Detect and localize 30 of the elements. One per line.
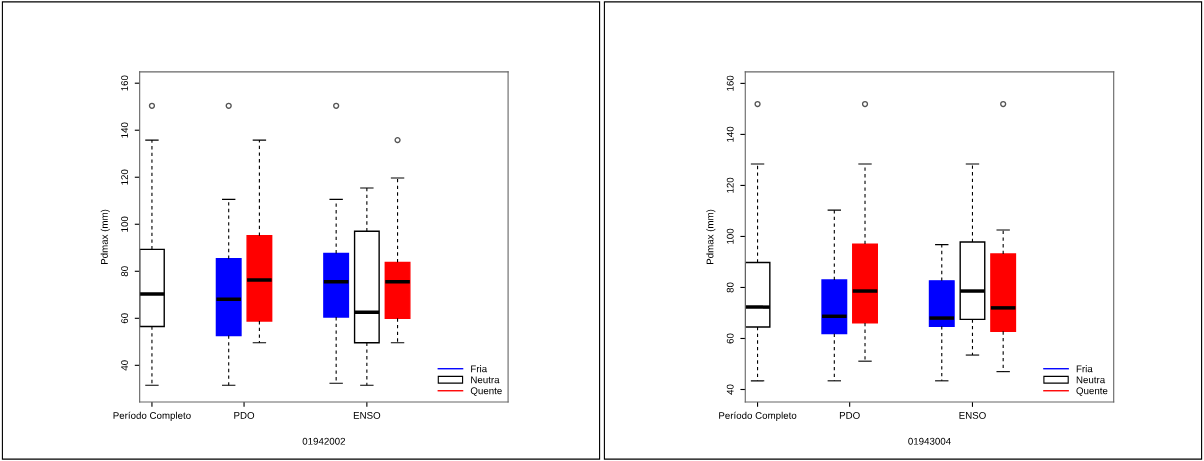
x-tick-label: ENSO [959,411,986,419]
y-tick-label: 40 [121,360,129,371]
y-tick-label: 40 [726,384,734,395]
x-axis-title: 01942002 [302,437,346,445]
y-tick-label: 140 [726,126,734,142]
y-tick-label: 120 [121,169,129,185]
y-tick-label: 60 [121,313,129,324]
x-axis-title: 01943004 [908,437,951,445]
x-tick-label: Período Completo [719,411,797,421]
legend-label: Neutra [471,376,500,384]
legend-label: Neutra [1076,376,1106,384]
legend-label: Fria [1076,365,1093,373]
y-tick-label: 120 [726,177,734,193]
x-tick-label: PDO [234,411,255,419]
y-axis-title: Pdmax (mm) [100,209,110,264]
y-tick-label: 80 [121,266,129,277]
y-tick-label: 60 [726,333,734,344]
y-tick-label: 100 [121,216,129,232]
y-axis-title: Pdmax (mm) [706,209,716,264]
y-tick-label: 100 [726,228,734,244]
y-tick-label: 160 [121,75,129,91]
legend-label: Quente [470,387,502,396]
y-tick-label: 160 [726,75,734,91]
x-tick-label: ENSO [353,411,381,419]
x-tick-label: Período Completo [113,411,191,421]
legend-label: Fria [471,365,488,373]
y-tick-label: 140 [121,122,129,138]
y-tick-label: 80 [726,282,734,293]
x-tick-label: PDO [839,411,860,419]
legend-label: Quente [1076,387,1108,396]
